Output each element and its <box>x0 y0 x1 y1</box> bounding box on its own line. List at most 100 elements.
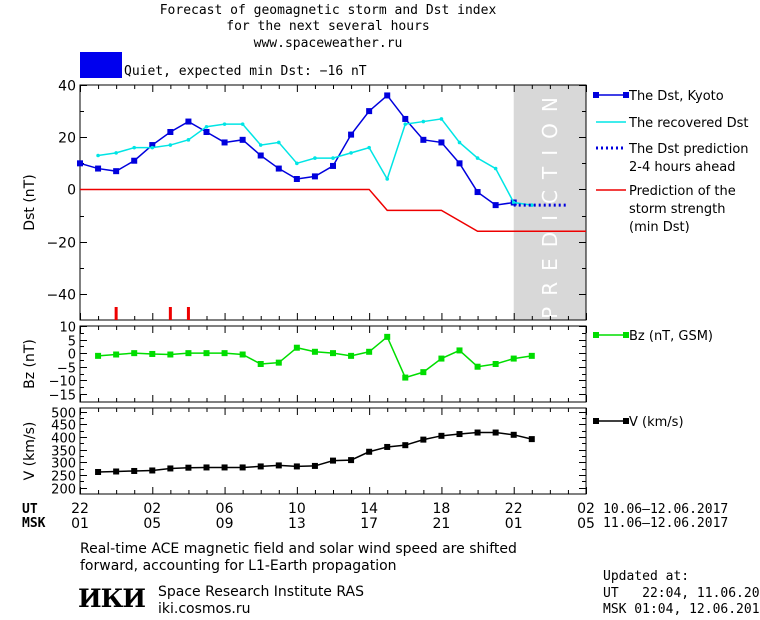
ut-date-range: 10.06–12.06.2017 <box>603 502 729 517</box>
dst-data-point <box>113 168 120 175</box>
ut-tick-label: 14 <box>360 501 378 517</box>
bz-data-point <box>113 351 120 358</box>
bz-data-point <box>330 350 336 357</box>
dst-data-point <box>420 136 427 143</box>
dst-data-point <box>421 119 426 124</box>
v-data-point <box>185 464 192 471</box>
msk-tick-label: 05 <box>577 516 595 532</box>
bz-data-point <box>528 352 535 359</box>
institute-name: Space Research Institute RAS <box>158 584 364 600</box>
dst-data-point <box>149 142 156 149</box>
site-url: www.spaceweather.ru <box>253 36 403 51</box>
v-data-point <box>311 462 318 469</box>
y-tick-label: 300 <box>51 457 76 472</box>
updated-ut: UT 22:04, 11.06.2017 <box>603 586 760 601</box>
v-data-point <box>402 442 409 449</box>
bz-data-point <box>149 350 156 357</box>
legend-marker <box>623 418 629 424</box>
dst-data-point <box>96 153 100 158</box>
y-tick-label: 250 <box>51 470 76 485</box>
legend-marker <box>593 418 599 424</box>
dst-data-point <box>330 162 336 169</box>
dst-data-point <box>457 140 462 145</box>
institute-link[interactable]: iki.cosmos.ru <box>158 601 251 617</box>
bz-data-point <box>203 350 210 357</box>
v-plot-frame <box>79 407 587 495</box>
legend-marker <box>593 332 599 338</box>
chart-title-line1: Forecast of geomagnetic storm and Dst in… <box>159 3 497 18</box>
bz-data-point <box>257 361 264 367</box>
chart-title-line2: for the next several hours <box>226 19 430 34</box>
bz-data-point <box>167 351 174 358</box>
iki-logo: ИКИ <box>78 584 146 613</box>
legend-label: The Dst prediction <box>628 142 749 157</box>
dst-data-point <box>114 151 118 155</box>
bz-data-point <box>474 363 481 370</box>
footnote-line2: forward, accounting for L1-Earth propaga… <box>80 558 397 574</box>
v-data-point <box>293 463 300 470</box>
y-tick-label: 0 <box>67 183 76 199</box>
dst-data-point <box>475 156 480 160</box>
dst-data-point <box>275 165 282 172</box>
dst-data-point <box>385 177 390 181</box>
dst-data-point <box>367 145 371 150</box>
ut-tick-label: 06 <box>216 501 234 517</box>
v-data-point <box>474 429 481 436</box>
y-tick-label: 200 <box>51 483 76 498</box>
ut-tick-label: 10 <box>288 501 306 517</box>
legend-label: V (km/s) <box>629 415 684 430</box>
updated-label: Updated at: <box>603 569 690 584</box>
ut-axis-label: UT <box>22 502 38 517</box>
legend-marker <box>593 92 599 98</box>
dst-data-point <box>150 145 155 150</box>
legend-label: (min Dst) <box>629 220 690 235</box>
v-data-point <box>203 464 210 471</box>
dst-series-line <box>97 118 532 206</box>
bz-data-point <box>438 355 445 362</box>
msk-tick-label: 05 <box>143 516 161 532</box>
y-tick-label: −5 <box>57 362 76 377</box>
legend-label: Prediction of the <box>629 184 736 199</box>
dst-data-point <box>313 156 317 160</box>
msk-tick-label: 01 <box>505 516 523 532</box>
v-data-point <box>113 468 120 475</box>
y-tick-label: 0 <box>68 348 76 363</box>
v-data-point <box>528 436 535 443</box>
dst-data-point <box>132 145 137 150</box>
bz-data-point <box>384 333 391 340</box>
bz-data-point <box>95 352 102 359</box>
v-data-point <box>167 465 174 472</box>
dst-data-point <box>439 117 444 121</box>
dst-data-point <box>492 202 499 209</box>
y-tick-label: −40 <box>46 288 76 304</box>
msk-axis-label: MSK <box>22 516 46 531</box>
prediction-band-label: PREDICTION <box>538 86 562 319</box>
legend-marker <box>623 92 629 98</box>
v-data-point <box>95 468 102 475</box>
msk-tick-label: 13 <box>288 516 306 532</box>
bz-data-point <box>456 347 463 354</box>
legend-label: The recovered Dst <box>628 116 748 131</box>
bz-data-point <box>366 348 373 355</box>
bz-axis-title: Bz (nT) <box>22 339 38 389</box>
updated-msk: MSK 01:04, 12.06.2017 <box>603 602 760 617</box>
v-data-point <box>239 464 246 471</box>
y-tick-label: 400 <box>51 432 76 447</box>
v-data-point <box>384 443 391 450</box>
v-data-point <box>510 431 517 438</box>
bz-data-point <box>510 355 517 362</box>
bz-data-point <box>402 374 409 381</box>
dst-series-line <box>80 188 586 232</box>
v-data-point <box>456 431 463 438</box>
dst-data-point <box>331 156 335 160</box>
y-tick-label: 20 <box>58 131 76 147</box>
dst-data-point <box>438 139 445 146</box>
ut-tick-label: 22 <box>71 501 89 517</box>
dst-data-point <box>349 151 353 155</box>
y-tick-label: 40 <box>58 79 76 95</box>
msk-date-range: 11.06–12.06.2017 <box>603 516 729 531</box>
v-data-point <box>420 436 427 443</box>
bz-data-point <box>185 350 192 357</box>
dst-data-point <box>366 108 373 115</box>
dst-data-point <box>222 122 227 126</box>
